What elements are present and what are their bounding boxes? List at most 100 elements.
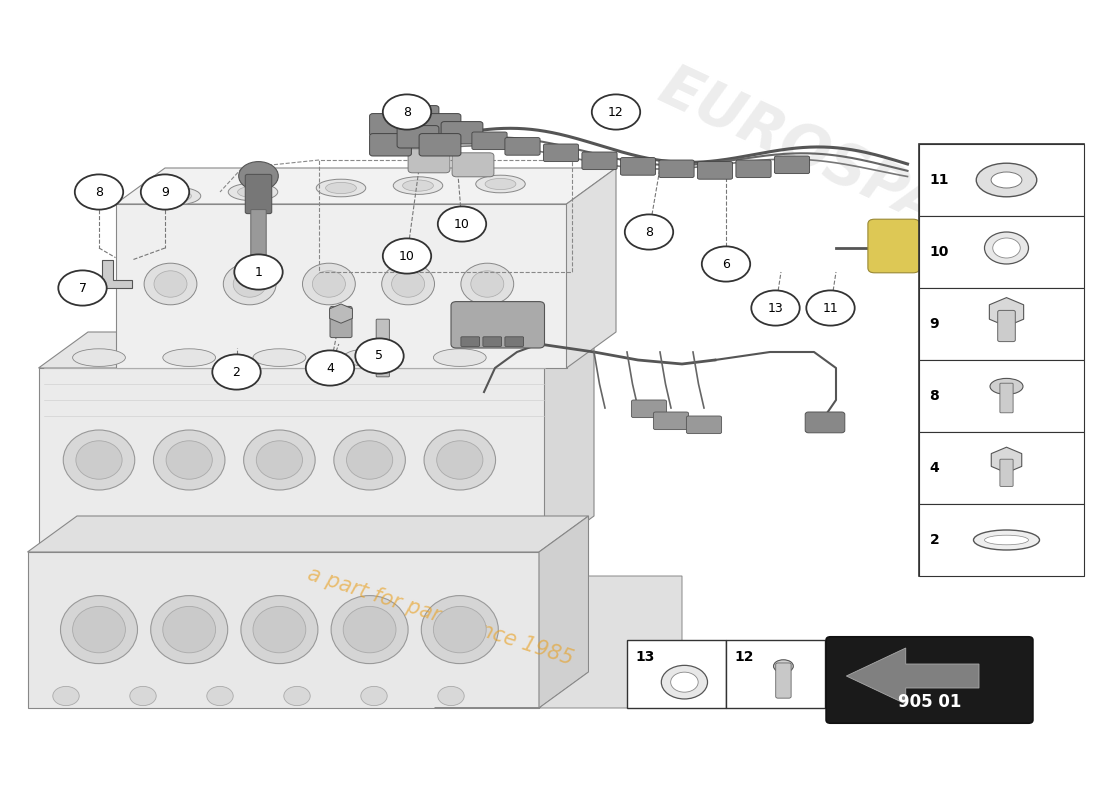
Ellipse shape (233, 270, 266, 297)
FancyBboxPatch shape (776, 663, 791, 698)
Ellipse shape (317, 179, 365, 197)
Ellipse shape (238, 186, 268, 198)
FancyBboxPatch shape (543, 144, 579, 162)
Polygon shape (846, 648, 979, 704)
Ellipse shape (671, 672, 698, 692)
Ellipse shape (991, 172, 1022, 188)
Text: EUROSPARES: EUROSPARES (650, 58, 1066, 294)
Circle shape (53, 686, 79, 706)
Ellipse shape (433, 349, 486, 366)
Ellipse shape (152, 187, 200, 205)
Circle shape (751, 290, 800, 326)
Circle shape (234, 254, 283, 290)
Polygon shape (116, 204, 566, 368)
Text: 8: 8 (930, 389, 939, 403)
FancyBboxPatch shape (659, 160, 694, 178)
Text: 8: 8 (95, 186, 103, 198)
FancyBboxPatch shape (370, 134, 411, 156)
Polygon shape (28, 516, 588, 552)
Circle shape (438, 206, 486, 242)
Text: 8: 8 (403, 106, 411, 118)
Ellipse shape (974, 530, 1040, 550)
Text: 12: 12 (608, 106, 624, 118)
FancyBboxPatch shape (245, 174, 272, 214)
FancyBboxPatch shape (805, 412, 845, 433)
Ellipse shape (161, 190, 191, 202)
Text: 9: 9 (930, 317, 939, 331)
Polygon shape (539, 516, 588, 708)
Ellipse shape (661, 666, 707, 699)
Text: 13: 13 (636, 650, 656, 664)
Ellipse shape (166, 441, 212, 479)
Ellipse shape (394, 177, 442, 194)
Ellipse shape (976, 163, 1036, 197)
FancyBboxPatch shape (397, 126, 439, 148)
Polygon shape (39, 332, 594, 368)
FancyBboxPatch shape (505, 138, 540, 155)
FancyBboxPatch shape (451, 302, 544, 348)
Ellipse shape (403, 180, 433, 191)
Text: 9: 9 (161, 186, 169, 198)
Ellipse shape (243, 430, 315, 490)
Ellipse shape (241, 595, 318, 664)
Ellipse shape (144, 263, 197, 305)
FancyBboxPatch shape (397, 106, 439, 128)
Ellipse shape (326, 182, 356, 194)
FancyBboxPatch shape (582, 152, 617, 170)
Polygon shape (28, 552, 539, 708)
Ellipse shape (312, 270, 345, 297)
Ellipse shape (343, 349, 396, 366)
Text: 2: 2 (232, 366, 241, 378)
Polygon shape (566, 168, 616, 368)
FancyBboxPatch shape (452, 153, 494, 177)
Ellipse shape (421, 595, 498, 664)
Circle shape (212, 354, 261, 390)
Circle shape (438, 686, 464, 706)
FancyBboxPatch shape (868, 219, 920, 273)
FancyBboxPatch shape (631, 400, 667, 418)
FancyBboxPatch shape (826, 637, 1033, 723)
Polygon shape (102, 260, 132, 288)
Ellipse shape (437, 441, 483, 479)
Text: 10: 10 (454, 218, 470, 230)
Text: 10: 10 (930, 245, 949, 259)
Ellipse shape (990, 378, 1023, 394)
FancyBboxPatch shape (461, 337, 480, 346)
Text: 4: 4 (326, 362, 334, 374)
FancyBboxPatch shape (483, 337, 502, 346)
Circle shape (383, 94, 431, 130)
Text: 1: 1 (254, 266, 263, 278)
Text: 6: 6 (722, 258, 730, 270)
FancyBboxPatch shape (419, 134, 461, 156)
Ellipse shape (229, 183, 277, 201)
Ellipse shape (60, 595, 138, 664)
Ellipse shape (256, 441, 302, 479)
Circle shape (75, 174, 123, 210)
Text: 13: 13 (768, 302, 783, 314)
FancyBboxPatch shape (441, 122, 483, 144)
Ellipse shape (163, 349, 216, 366)
Ellipse shape (151, 595, 228, 664)
Bar (918, 432, 1084, 504)
Ellipse shape (392, 270, 425, 297)
Ellipse shape (331, 595, 408, 664)
Circle shape (130, 686, 156, 706)
Circle shape (361, 686, 387, 706)
Ellipse shape (773, 660, 793, 673)
Bar (726, 640, 825, 708)
Circle shape (58, 270, 107, 306)
Ellipse shape (153, 430, 224, 490)
Circle shape (383, 238, 431, 274)
FancyBboxPatch shape (330, 306, 352, 338)
Bar (918, 504, 1084, 576)
FancyBboxPatch shape (1000, 459, 1013, 486)
Ellipse shape (253, 349, 306, 366)
Text: 8: 8 (645, 226, 653, 238)
Ellipse shape (475, 175, 526, 193)
Ellipse shape (302, 263, 355, 305)
Bar (319, 160, 572, 272)
FancyBboxPatch shape (370, 114, 411, 136)
Circle shape (141, 174, 189, 210)
Polygon shape (116, 168, 616, 204)
Bar (918, 144, 1084, 216)
